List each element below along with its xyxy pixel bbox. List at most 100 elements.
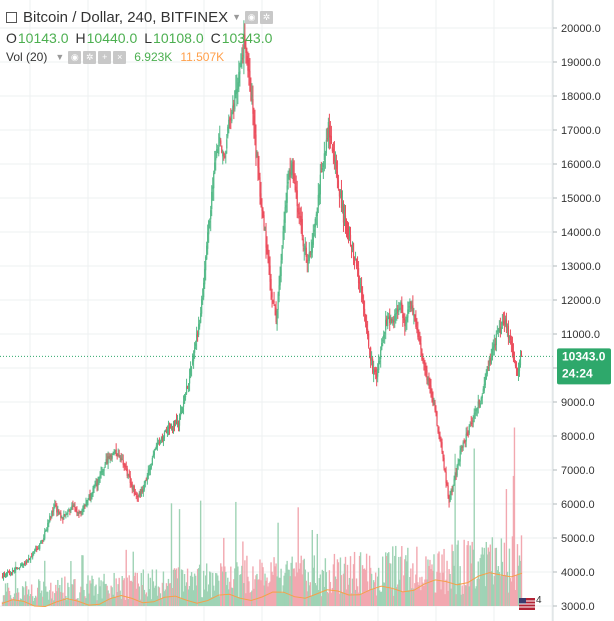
volume-bar [197,568,200,606]
volume-bar [350,593,353,606]
volume-bar [268,582,270,606]
gear-icon[interactable]: ✲ [83,50,97,64]
candle-body [131,484,133,490]
candle-body [34,550,36,552]
candle-body [110,454,112,457]
candle-body [507,326,510,339]
chevron-down-icon[interactable]: ▼ [232,12,241,22]
candle-body [304,245,306,251]
volume-bar [459,566,461,606]
volume-bar [481,547,483,606]
candle-body [153,451,155,455]
volume-bar [404,559,406,606]
volume-bar [17,592,20,606]
volume-bar [34,595,37,606]
volume-bar [51,598,53,606]
candle-body [217,151,219,153]
candle-body [413,313,415,317]
candle-body [301,218,303,237]
volume-bar [105,583,107,606]
volume-bar [75,598,77,606]
chevron-down-icon[interactable]: ▼ [55,52,65,62]
candle-body [139,492,141,495]
candle-body [16,568,19,570]
eye-icon[interactable]: ◉ [245,10,258,24]
volume-bar [226,585,228,606]
candle-body [468,425,470,434]
volume-bar [45,586,47,606]
candle-body [254,123,256,133]
candle-body [325,139,327,153]
candle-body [66,513,68,515]
candle-body [270,278,272,290]
candle-body [415,318,417,327]
candle-body [293,173,295,181]
price-tick-label: 4000.0 [561,567,595,579]
candle-body [364,314,367,324]
volume-bar [426,579,428,606]
events-flag[interactable]: 4 [519,595,542,610]
volume-bar [11,599,14,606]
volume-bar [96,600,98,606]
volume-bar [139,599,141,606]
candle-body [60,513,62,518]
eye-icon[interactable]: ◉ [68,50,82,64]
candle-body [448,495,450,503]
volume-bar [422,582,424,606]
candle-body [41,540,43,542]
candle-body [99,474,101,479]
candle-body [423,361,425,365]
volume-bar [336,559,339,606]
symbol-icon[interactable] [6,11,17,23]
candle-body [113,452,115,455]
volume-bar [322,570,325,606]
volume-bar [206,591,209,606]
volume-bar [188,586,191,606]
volume-bar [282,585,284,606]
candle-body [319,174,321,195]
volume-bar [211,597,213,606]
candle-body [45,530,47,532]
candle-body [57,510,59,513]
symbol-title[interactable]: Bitcoin / Dollar, 240, BITFINEX [23,8,229,26]
candle-body [433,403,435,405]
gear-icon[interactable]: ✲ [260,10,273,24]
candle-body [366,323,368,330]
candle-body [190,366,193,369]
close-icon[interactable]: × [113,50,127,64]
candle-body [317,194,319,207]
volume-bar [291,556,293,606]
volume-bar [398,556,400,606]
candle-body [318,193,320,198]
price-axis[interactable]: 20000.0 19000.0 18000.0 17000.0 16000.0 15000… [553,23,601,613]
volume-bar [298,568,300,606]
volume-bar [273,557,275,606]
candle-body [213,173,215,189]
volume-label[interactable]: Vol (20) [6,50,48,64]
candle-body [282,231,284,245]
volume-bar [470,563,472,606]
candle-body [92,488,94,494]
candle-body [462,442,464,448]
plus-icon[interactable]: + [98,50,112,64]
volume-bar [361,565,364,606]
candle-body [278,285,280,296]
volume-bar [39,580,41,606]
candle-body [498,328,500,333]
volume-bar [453,565,455,606]
volume-bar [518,555,521,606]
volume-bar [220,563,222,606]
volume-bar [219,596,221,606]
volume-bar [120,598,122,606]
volume-bar [256,573,258,606]
volume-bar [109,598,111,606]
volume-bar [356,586,359,606]
volume-bar [285,564,287,606]
candle-body [111,455,113,459]
volume-bar [313,555,316,606]
candle-body [91,493,93,495]
volume-bar [16,588,19,606]
volume-bar [55,584,57,606]
